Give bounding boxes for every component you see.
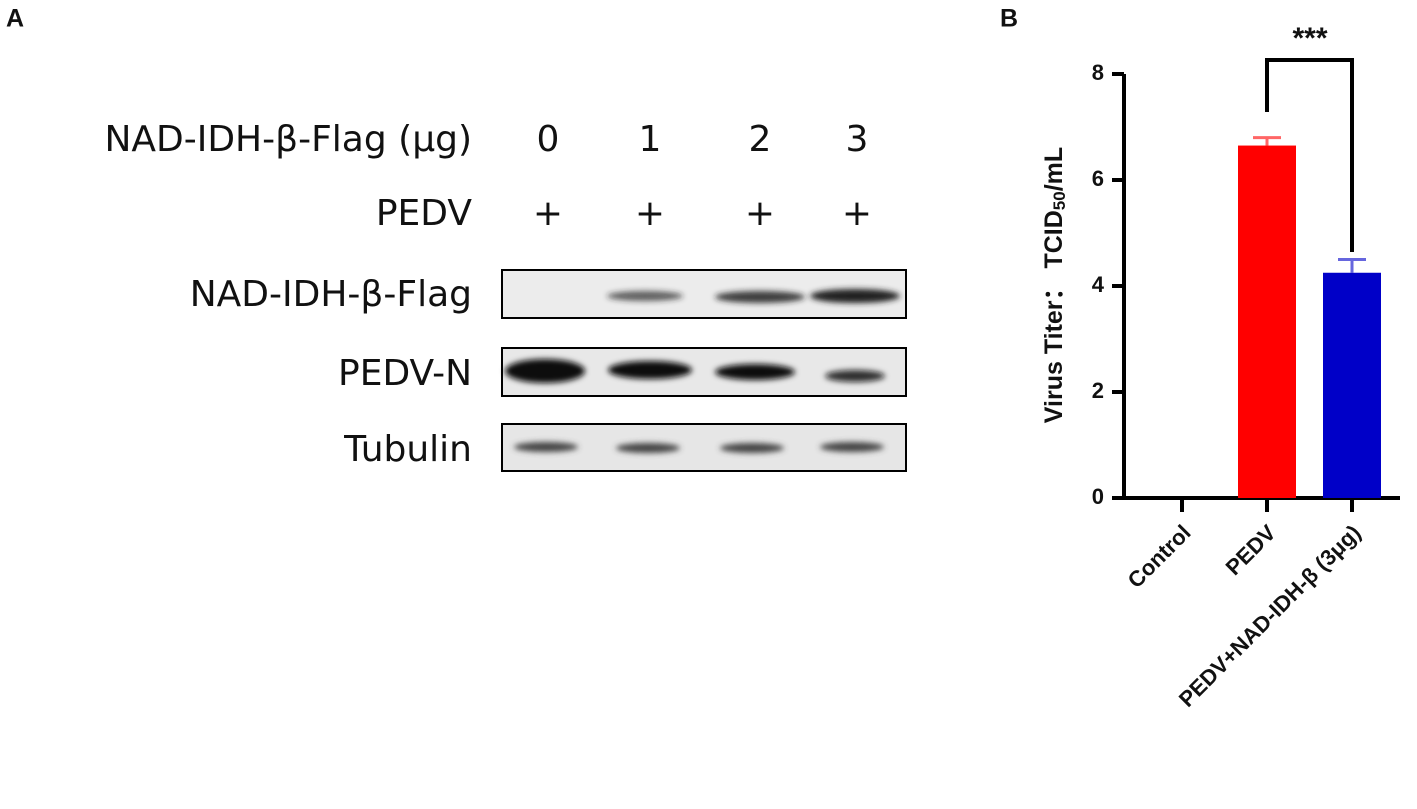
significance-bracket [1265, 58, 1354, 252]
band-label: NAD-IDH-β-Flag [190, 274, 472, 315]
y-tick-label: 6 [1092, 166, 1104, 191]
y-tick-label: 0 [1092, 484, 1104, 509]
y-label-text: Virus Titer： TCID [1040, 210, 1068, 423]
x-tick-label: PEDV+NAD-IDH-β (3μg) [1174, 520, 1366, 712]
panel-label: B [1000, 5, 1018, 33]
bar [1238, 145, 1296, 499]
x-tick-label: PEDV [1221, 520, 1281, 580]
virus-sign: + [533, 193, 563, 234]
x-tick-label: Control [1123, 520, 1196, 593]
virus-sign: + [635, 193, 665, 234]
band-label: PEDV-N [338, 353, 472, 394]
band-label: Tubulin [343, 429, 472, 470]
dose-value: 3 [846, 119, 869, 160]
virus-sign: + [745, 193, 775, 234]
lane-labels: 0 +1 +2 +3 + [533, 119, 872, 234]
error-bar [1338, 258, 1366, 273]
virus-sign: + [842, 193, 872, 234]
virus-label: PEDV [376, 193, 473, 234]
dose-label: NAD-IDH-β-Flag (μg) [104, 119, 472, 160]
error-bar-line [1338, 258, 1366, 273]
bar [1323, 272, 1381, 498]
significance-label: *** [1292, 22, 1327, 55]
y-tick-label: 2 [1092, 378, 1104, 403]
dose-value: 0 [537, 119, 560, 160]
y-tick-label: 8 [1092, 60, 1104, 85]
panel-label: A [6, 5, 24, 33]
error-bar-line [1253, 136, 1281, 146]
y-label-text: /mL [1040, 147, 1068, 191]
dose-value: 1 [639, 119, 662, 160]
blot-image [501, 269, 907, 472]
y-axis-label: Virus Titer： TCID50/mL [1040, 147, 1070, 423]
dose-value: 2 [749, 119, 772, 160]
y-label-subscript: 50 [1050, 191, 1069, 210]
error-bar [1253, 136, 1281, 146]
y-tick-label: 4 [1092, 272, 1105, 297]
